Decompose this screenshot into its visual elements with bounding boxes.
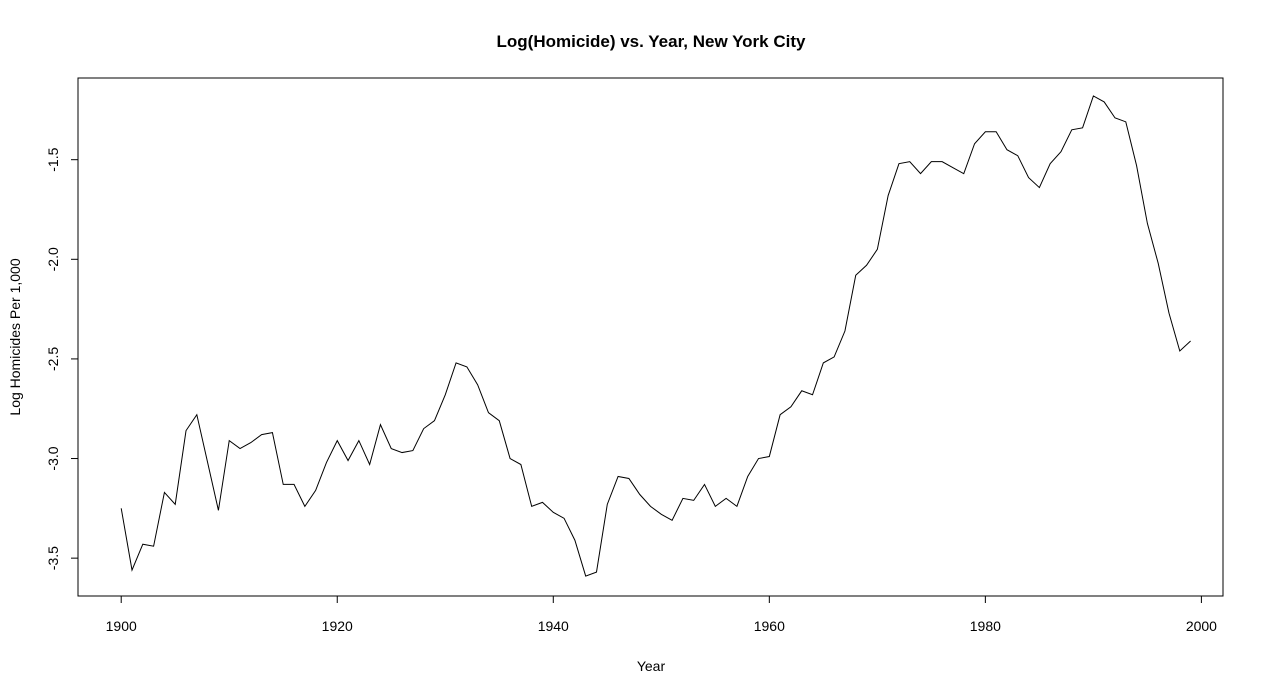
x-tick-label: 1960 — [754, 618, 785, 634]
x-tick-label: 1980 — [970, 618, 1001, 634]
x-axis-label: Year — [637, 658, 666, 674]
x-tick-label: 1940 — [538, 618, 569, 634]
plot-area-frame — [77, 77, 1224, 597]
series-line — [120, 95, 1191, 577]
y-axis: -3.5 -3.0 -2.5 -2.0 -1.5 — [45, 147, 79, 570]
chart-title: Log(Homicide) vs. Year, New York City — [497, 32, 806, 51]
x-axis: 1900 1920 1940 1960 1980 2000 — [106, 595, 1217, 634]
y-tick-label: -3.0 — [45, 446, 61, 470]
y-tick-label: -3.5 — [45, 546, 61, 570]
y-tick-label: -1.5 — [45, 147, 61, 171]
x-tick-label: 2000 — [1186, 618, 1217, 634]
x-tick-label: 1900 — [106, 618, 137, 634]
x-tick-label: 1920 — [322, 618, 353, 634]
y-tick-label: -2.0 — [45, 247, 61, 271]
y-tick-label: -2.5 — [45, 347, 61, 371]
y-axis-label: Log Homicides Per 1,000 — [7, 258, 23, 415]
